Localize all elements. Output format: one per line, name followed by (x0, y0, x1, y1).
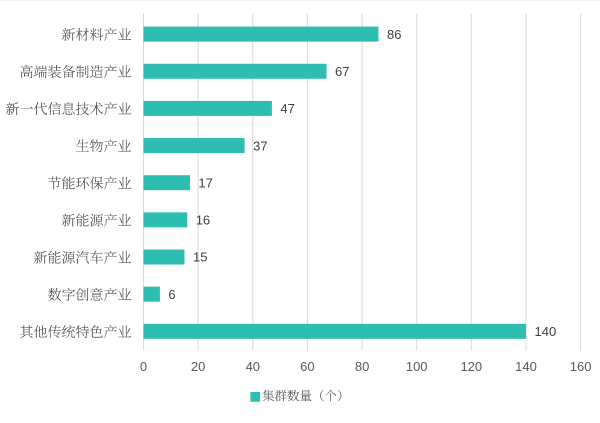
svg-text:6: 6 (168, 287, 175, 302)
svg-text:17: 17 (198, 175, 212, 190)
svg-text:60: 60 (300, 359, 314, 374)
svg-text:47: 47 (280, 101, 294, 116)
svg-text:100: 100 (406, 359, 428, 374)
svg-text:140: 140 (515, 359, 537, 374)
svg-text:160: 160 (570, 359, 592, 374)
svg-text:86: 86 (387, 27, 401, 42)
svg-text:0: 0 (140, 359, 147, 374)
svg-text:37: 37 (253, 138, 267, 153)
svg-text:40: 40 (246, 359, 260, 374)
svg-text:15: 15 (193, 250, 207, 265)
svg-text:67: 67 (335, 64, 349, 79)
svg-text:80: 80 (355, 359, 369, 374)
svg-text:120: 120 (460, 359, 482, 374)
svg-text:16: 16 (196, 213, 210, 228)
svg-text:140: 140 (535, 324, 557, 339)
svg-text:20: 20 (191, 359, 205, 374)
